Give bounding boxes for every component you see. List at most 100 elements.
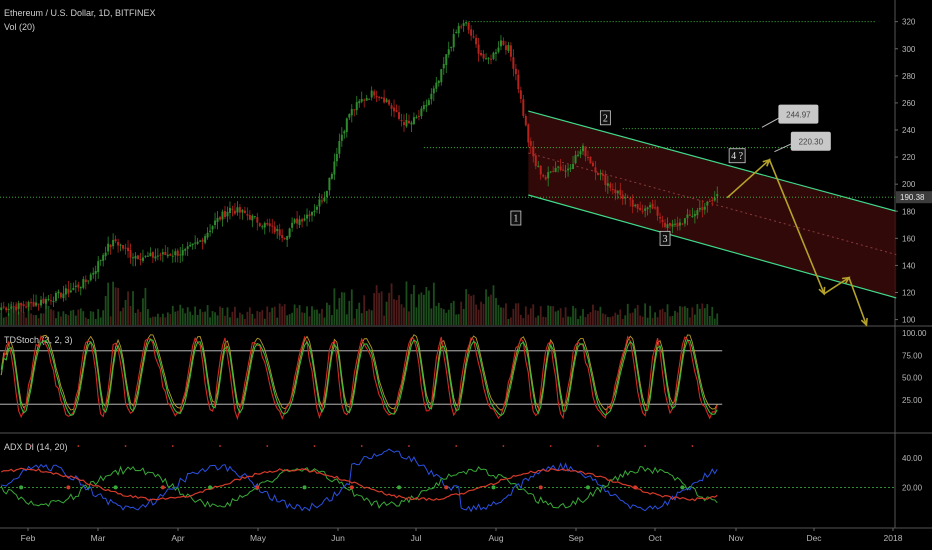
volume-bar — [420, 292, 423, 325]
time-axis-label: Jun — [331, 533, 345, 543]
candle-body — [353, 109, 356, 111]
volume-bar — [236, 317, 239, 325]
candle-body — [363, 99, 366, 101]
candle-body — [440, 69, 443, 83]
volume-bar — [154, 316, 157, 325]
candle-body — [380, 97, 383, 99]
candle-body — [166, 254, 169, 257]
volume-bar — [363, 295, 366, 325]
candle-body — [201, 239, 204, 242]
volume-bar — [522, 318, 525, 325]
volume-bar — [343, 292, 346, 325]
candle-body — [507, 45, 510, 51]
volume-bar — [713, 318, 716, 325]
candle-body — [514, 68, 517, 75]
adx-cross-marker — [538, 485, 543, 490]
volume-bar — [194, 306, 197, 325]
candle-body — [395, 110, 398, 113]
candle-body — [557, 166, 560, 168]
volume-bar — [306, 306, 308, 325]
candle-body — [301, 219, 304, 222]
chart-title: Ethereum / U.S. Dollar, 1D, BITFINEX — [4, 8, 156, 18]
candle-body — [445, 54, 448, 66]
volume-bar — [288, 314, 291, 325]
volume-bar — [92, 311, 95, 325]
volume-bar — [335, 309, 338, 325]
volume-bar — [405, 281, 408, 325]
candle-body — [87, 280, 90, 282]
candle-body — [117, 242, 120, 246]
candle-body — [666, 224, 669, 229]
candle-body — [199, 240, 202, 242]
volume-bar — [268, 312, 271, 325]
adx-signal-dot — [77, 445, 80, 447]
volume-bar — [467, 294, 470, 325]
candle-body — [181, 250, 184, 256]
wave-label-box — [599, 110, 611, 126]
candle-body — [10, 307, 13, 309]
volume-bar — [27, 304, 30, 325]
volume-bar — [403, 307, 405, 325]
candle-body — [49, 300, 52, 302]
volume-bar — [221, 307, 224, 325]
volume-bar — [519, 314, 522, 325]
volume-bar — [679, 306, 681, 325]
candle-body — [601, 173, 604, 176]
candle-body — [455, 32, 458, 34]
candle-body — [288, 228, 291, 238]
candle-body — [333, 161, 336, 175]
volume-bar — [248, 307, 251, 325]
volume-bar — [487, 296, 490, 325]
candle-body — [497, 47, 500, 52]
volume-bar — [599, 306, 602, 325]
volume-bar — [569, 316, 572, 325]
candle-body — [102, 255, 105, 261]
candle-body — [591, 162, 594, 167]
volume-bar — [418, 294, 420, 325]
candle-body — [460, 26, 463, 28]
volume-bar — [234, 306, 236, 325]
volume-bar — [684, 306, 686, 325]
candle-body — [164, 251, 167, 255]
wave-label: 4 ? — [731, 151, 744, 162]
candle-body — [388, 100, 391, 105]
volume-bar — [450, 303, 453, 325]
candle-body — [527, 124, 530, 143]
candle-body — [311, 211, 314, 216]
candle-body — [631, 199, 634, 207]
candle-body — [325, 190, 328, 198]
volume-bar — [179, 304, 182, 325]
candle-body — [338, 141, 341, 154]
candle-body — [191, 243, 194, 246]
volume-bar — [505, 303, 507, 325]
candle-body — [134, 255, 137, 259]
candle-body — [611, 189, 614, 191]
volume-bar — [97, 309, 100, 325]
candle-body — [370, 90, 373, 98]
volume-bar — [52, 310, 55, 325]
volume-bar — [313, 309, 316, 325]
volume-bar — [437, 302, 440, 325]
volume-bar — [231, 311, 234, 325]
candle-body — [69, 290, 72, 293]
candle-body — [504, 45, 507, 50]
candle-body — [509, 45, 512, 57]
volume-bar — [693, 314, 696, 325]
candlesticks — [0, 19, 719, 317]
candle-body — [517, 74, 520, 90]
volume-bar — [149, 317, 152, 325]
candle-body — [639, 207, 642, 211]
candle-body — [22, 304, 25, 307]
volume-bar — [465, 289, 468, 325]
candle-body — [124, 247, 127, 249]
channel-lower-line — [528, 194, 897, 299]
candle-body — [621, 194, 624, 199]
projection-arrowhead — [860, 317, 868, 327]
candle-body — [219, 217, 222, 220]
volume-bar — [241, 314, 244, 325]
last-price-badge — [896, 191, 932, 204]
volume-bar — [559, 308, 562, 325]
price-axis-label: 240 — [902, 126, 916, 135]
adx-signal-dot — [691, 445, 694, 447]
